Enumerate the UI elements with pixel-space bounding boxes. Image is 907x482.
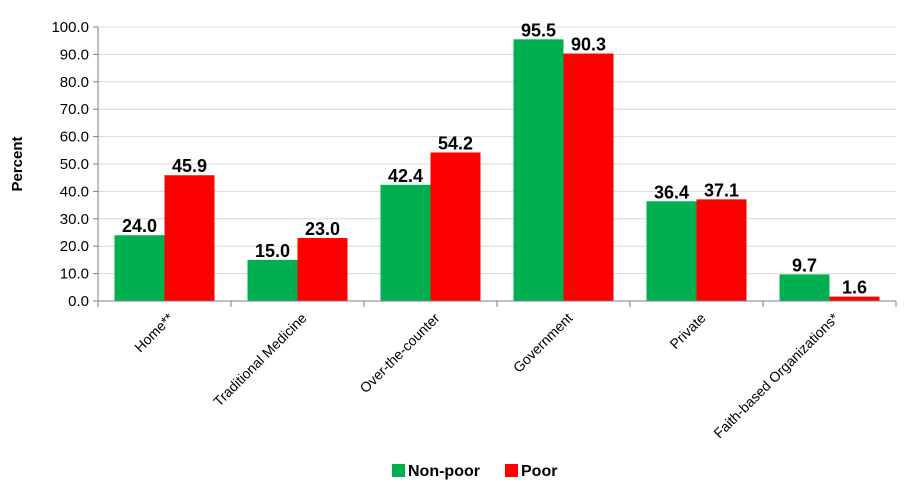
y-tick-label: 10.0 bbox=[60, 266, 89, 283]
legend-swatch-non-poor bbox=[392, 464, 405, 477]
y-axis-label: Percent bbox=[9, 136, 26, 191]
data-label: 45.9 bbox=[172, 156, 207, 176]
data-label: 9.7 bbox=[792, 255, 817, 275]
legend-swatch-poor bbox=[505, 464, 518, 477]
y-tick-label: 40.0 bbox=[60, 183, 89, 200]
bar-poor-1 bbox=[297, 237, 348, 301]
data-label: 36.4 bbox=[654, 182, 689, 202]
y-tick-label: 60.0 bbox=[60, 129, 89, 146]
data-label: 37.1 bbox=[704, 180, 739, 200]
y-tick-label: 20.0 bbox=[60, 238, 89, 255]
y-tick-label: 70.0 bbox=[60, 101, 89, 118]
gridlines bbox=[98, 26, 896, 275]
bar-non-poor-5 bbox=[779, 274, 830, 301]
y-tick-label: 80.0 bbox=[60, 74, 89, 91]
data-labels: 24.0 45.9 15.0 23.0 42.4 54.2 95.5 90.3 36.4 37.1… bbox=[122, 20, 867, 297]
bar-non-poor-1 bbox=[247, 259, 298, 301]
y-axis-ticks: 0.0 10.0 20.0 30.0 40.0 50.0 60.0 70.0 80.0 90.0 1… bbox=[51, 19, 98, 310]
data-label: 15.0 bbox=[255, 241, 290, 261]
bar-non-poor-3 bbox=[513, 39, 564, 302]
data-label: 23.0 bbox=[305, 219, 340, 239]
y-tick-label: 90.0 bbox=[60, 46, 89, 63]
bar-non-poor-2 bbox=[380, 184, 431, 301]
category-label: Home** bbox=[131, 309, 177, 355]
category-label: Government bbox=[510, 310, 576, 376]
bar-poor-2 bbox=[430, 152, 481, 301]
bar-poor-4 bbox=[696, 199, 747, 301]
data-label: 24.0 bbox=[122, 216, 157, 236]
legend: Non-poor Poor bbox=[392, 463, 557, 480]
category-label: Over-the-counter bbox=[356, 310, 442, 396]
axes bbox=[97, 27, 896, 302]
y-tick-label: 0.0 bbox=[68, 293, 89, 310]
x-axis-categories: Home** Traditional Medicine Over-the-count… bbox=[97, 301, 897, 441]
bar-non-poor-0 bbox=[114, 235, 165, 301]
legend-label-non-poor: Non-poor bbox=[408, 463, 480, 480]
y-tick-label: 100.0 bbox=[51, 19, 89, 36]
y-tick-label: 50.0 bbox=[60, 156, 89, 173]
bar-non-poor-4 bbox=[646, 201, 697, 301]
category-label: Private bbox=[666, 310, 708, 352]
data-label: 95.5 bbox=[521, 20, 556, 40]
bar-poor-3 bbox=[563, 53, 614, 301]
data-label: 90.3 bbox=[571, 35, 606, 55]
data-label: 42.4 bbox=[388, 166, 423, 186]
legend-label-poor: Poor bbox=[521, 463, 557, 480]
y-tick-label: 30.0 bbox=[60, 211, 89, 228]
category-label: Faith-based Organizations* bbox=[710, 309, 842, 441]
bar-poor-5 bbox=[829, 296, 880, 301]
data-label: 1.6 bbox=[842, 278, 867, 298]
category-label: Traditional Medicine bbox=[210, 310, 310, 410]
bar-poor-0 bbox=[164, 175, 215, 301]
data-label: 54.2 bbox=[438, 133, 473, 153]
bars bbox=[114, 39, 880, 302]
